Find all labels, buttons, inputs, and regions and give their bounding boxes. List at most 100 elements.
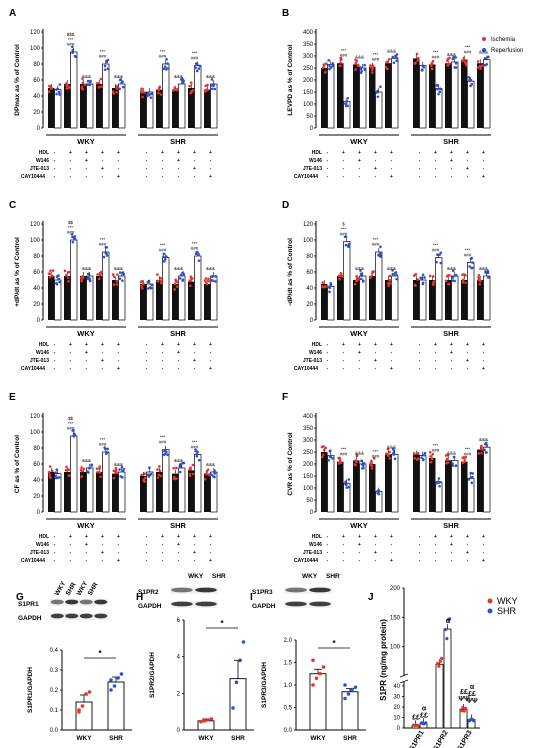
legend-top: Ischemia Reperfusion: [482, 37, 523, 54]
point-ischemia: [67, 85, 71, 89]
treatment-sign: +: [342, 150, 345, 156]
bar-ischemia: [96, 276, 103, 320]
bar-ischemia: [172, 473, 179, 512]
point-reperfusion: [360, 274, 363, 278]
point-reperfusion: [147, 287, 150, 290]
y-tick-label: 10: [393, 716, 400, 722]
point-ischemia: [97, 85, 101, 89]
treatment-sign: -: [327, 542, 329, 548]
panel-letter-B: B: [282, 8, 289, 19]
point-ischemia: [370, 71, 374, 74]
point-ischemia: [446, 453, 450, 457]
bar-reperfusion: [451, 61, 459, 129]
point-reperfusion: [105, 452, 108, 455]
blot-band: [50, 613, 64, 619]
bar-ischemia: [156, 280, 163, 320]
treatment-sign: +: [358, 150, 361, 156]
y-tick-label: 20: [33, 110, 40, 116]
point-ischemia: [387, 454, 390, 458]
treatment-sign: -: [54, 166, 56, 172]
treatment-sign: -: [343, 542, 345, 548]
point-reperfusion: [454, 464, 458, 467]
point-reperfusion: [451, 276, 455, 279]
point-ischemia: [47, 470, 51, 474]
point-ischemia: [97, 81, 101, 85]
bar-ischemia: [477, 280, 484, 320]
bar-ischemia: [48, 472, 55, 512]
point-ischemia: [388, 279, 392, 282]
treatment-sign: -: [343, 174, 345, 180]
bar-ischemia: [353, 280, 360, 320]
point-ischemia: [115, 91, 118, 94]
point-ischemia: [207, 280, 211, 283]
treatment-sign: -: [86, 166, 88, 172]
bar-ischemia: [385, 454, 392, 512]
treatment-sign: +: [117, 558, 120, 564]
blot-band: [50, 599, 64, 605]
sig-annotation: &&&: [174, 458, 183, 463]
bar-reperfusion: [102, 251, 110, 321]
point-reperfusion: [421, 68, 424, 72]
point-ischemia: [112, 476, 116, 480]
treatment-label: JTE-013: [303, 358, 322, 364]
sig-annotation: ###: [340, 232, 348, 237]
group-label: SHR: [170, 137, 186, 146]
point-ischemia: [50, 469, 54, 473]
treatment-sign: -: [327, 150, 329, 156]
bar-ischemia: [369, 464, 376, 512]
point-ischemia: [81, 87, 85, 91]
bar-reperfusion: [194, 65, 202, 129]
treatment-sign: +: [390, 558, 393, 564]
treatment-sign: -: [359, 174, 361, 180]
x-tick-label: S1PR3: [457, 729, 474, 748]
treatment-sign: -: [54, 150, 56, 156]
point-ischemia: [465, 64, 468, 67]
treatment-sign: +: [450, 150, 453, 156]
treatment-sign: -: [102, 366, 104, 372]
point-reperfusion: [328, 290, 331, 294]
point-ischemia: [368, 276, 372, 280]
point-wky: [318, 671, 322, 676]
treatment-sign: +: [101, 550, 104, 556]
point-ischemia: [49, 272, 52, 276]
sig-annotation: &&&: [82, 74, 91, 79]
point-reperfusion: [150, 283, 153, 287]
bar-ischemia: [80, 472, 87, 512]
point-ischemia: [139, 280, 143, 284]
point-ischemia: [476, 60, 480, 63]
bar-ischemia: [337, 63, 344, 129]
bar-reperfusion: [102, 63, 110, 129]
treatment-sign: -: [146, 342, 148, 348]
sig-annotation: ***: [68, 37, 74, 42]
point-ischemia: [140, 87, 143, 90]
y-tick-label: 0.5: [284, 706, 293, 712]
point-reperfusion: [54, 476, 58, 480]
y-axis-label: -dP/dt as % of Control: [287, 238, 294, 306]
blot-bg: [284, 601, 332, 608]
y-tick-label: 200: [303, 78, 314, 84]
point-ischemia: [112, 275, 116, 279]
y-axis-label: +dP/dt as % of Control: [14, 237, 21, 307]
treatment-sign: -: [178, 174, 180, 180]
point-ischemia: [99, 77, 103, 81]
bar-ischemia: [413, 58, 420, 128]
treatment-sign: -: [343, 366, 345, 372]
point-reperfusion: [331, 457, 334, 460]
point-ischemia: [369, 461, 372, 465]
point-ischemia: [65, 465, 68, 469]
treatment-sign: -: [467, 558, 469, 564]
treatment-label: W146: [36, 350, 49, 356]
blot-band: [171, 601, 193, 607]
treatment-sign: +: [209, 174, 212, 180]
y-tick-label: 100: [30, 238, 41, 244]
point-reperfusion: [451, 279, 455, 282]
point-reperfusion: [346, 96, 349, 100]
bar-ischemia: [112, 473, 119, 512]
point-ischemia: [98, 465, 102, 468]
treatment-sign: -: [359, 558, 361, 564]
point-reperfusion: [363, 68, 367, 72]
y-tick-label: 60: [33, 462, 40, 468]
group-label: WKY: [350, 521, 368, 530]
point-reperfusion: [72, 434, 76, 438]
